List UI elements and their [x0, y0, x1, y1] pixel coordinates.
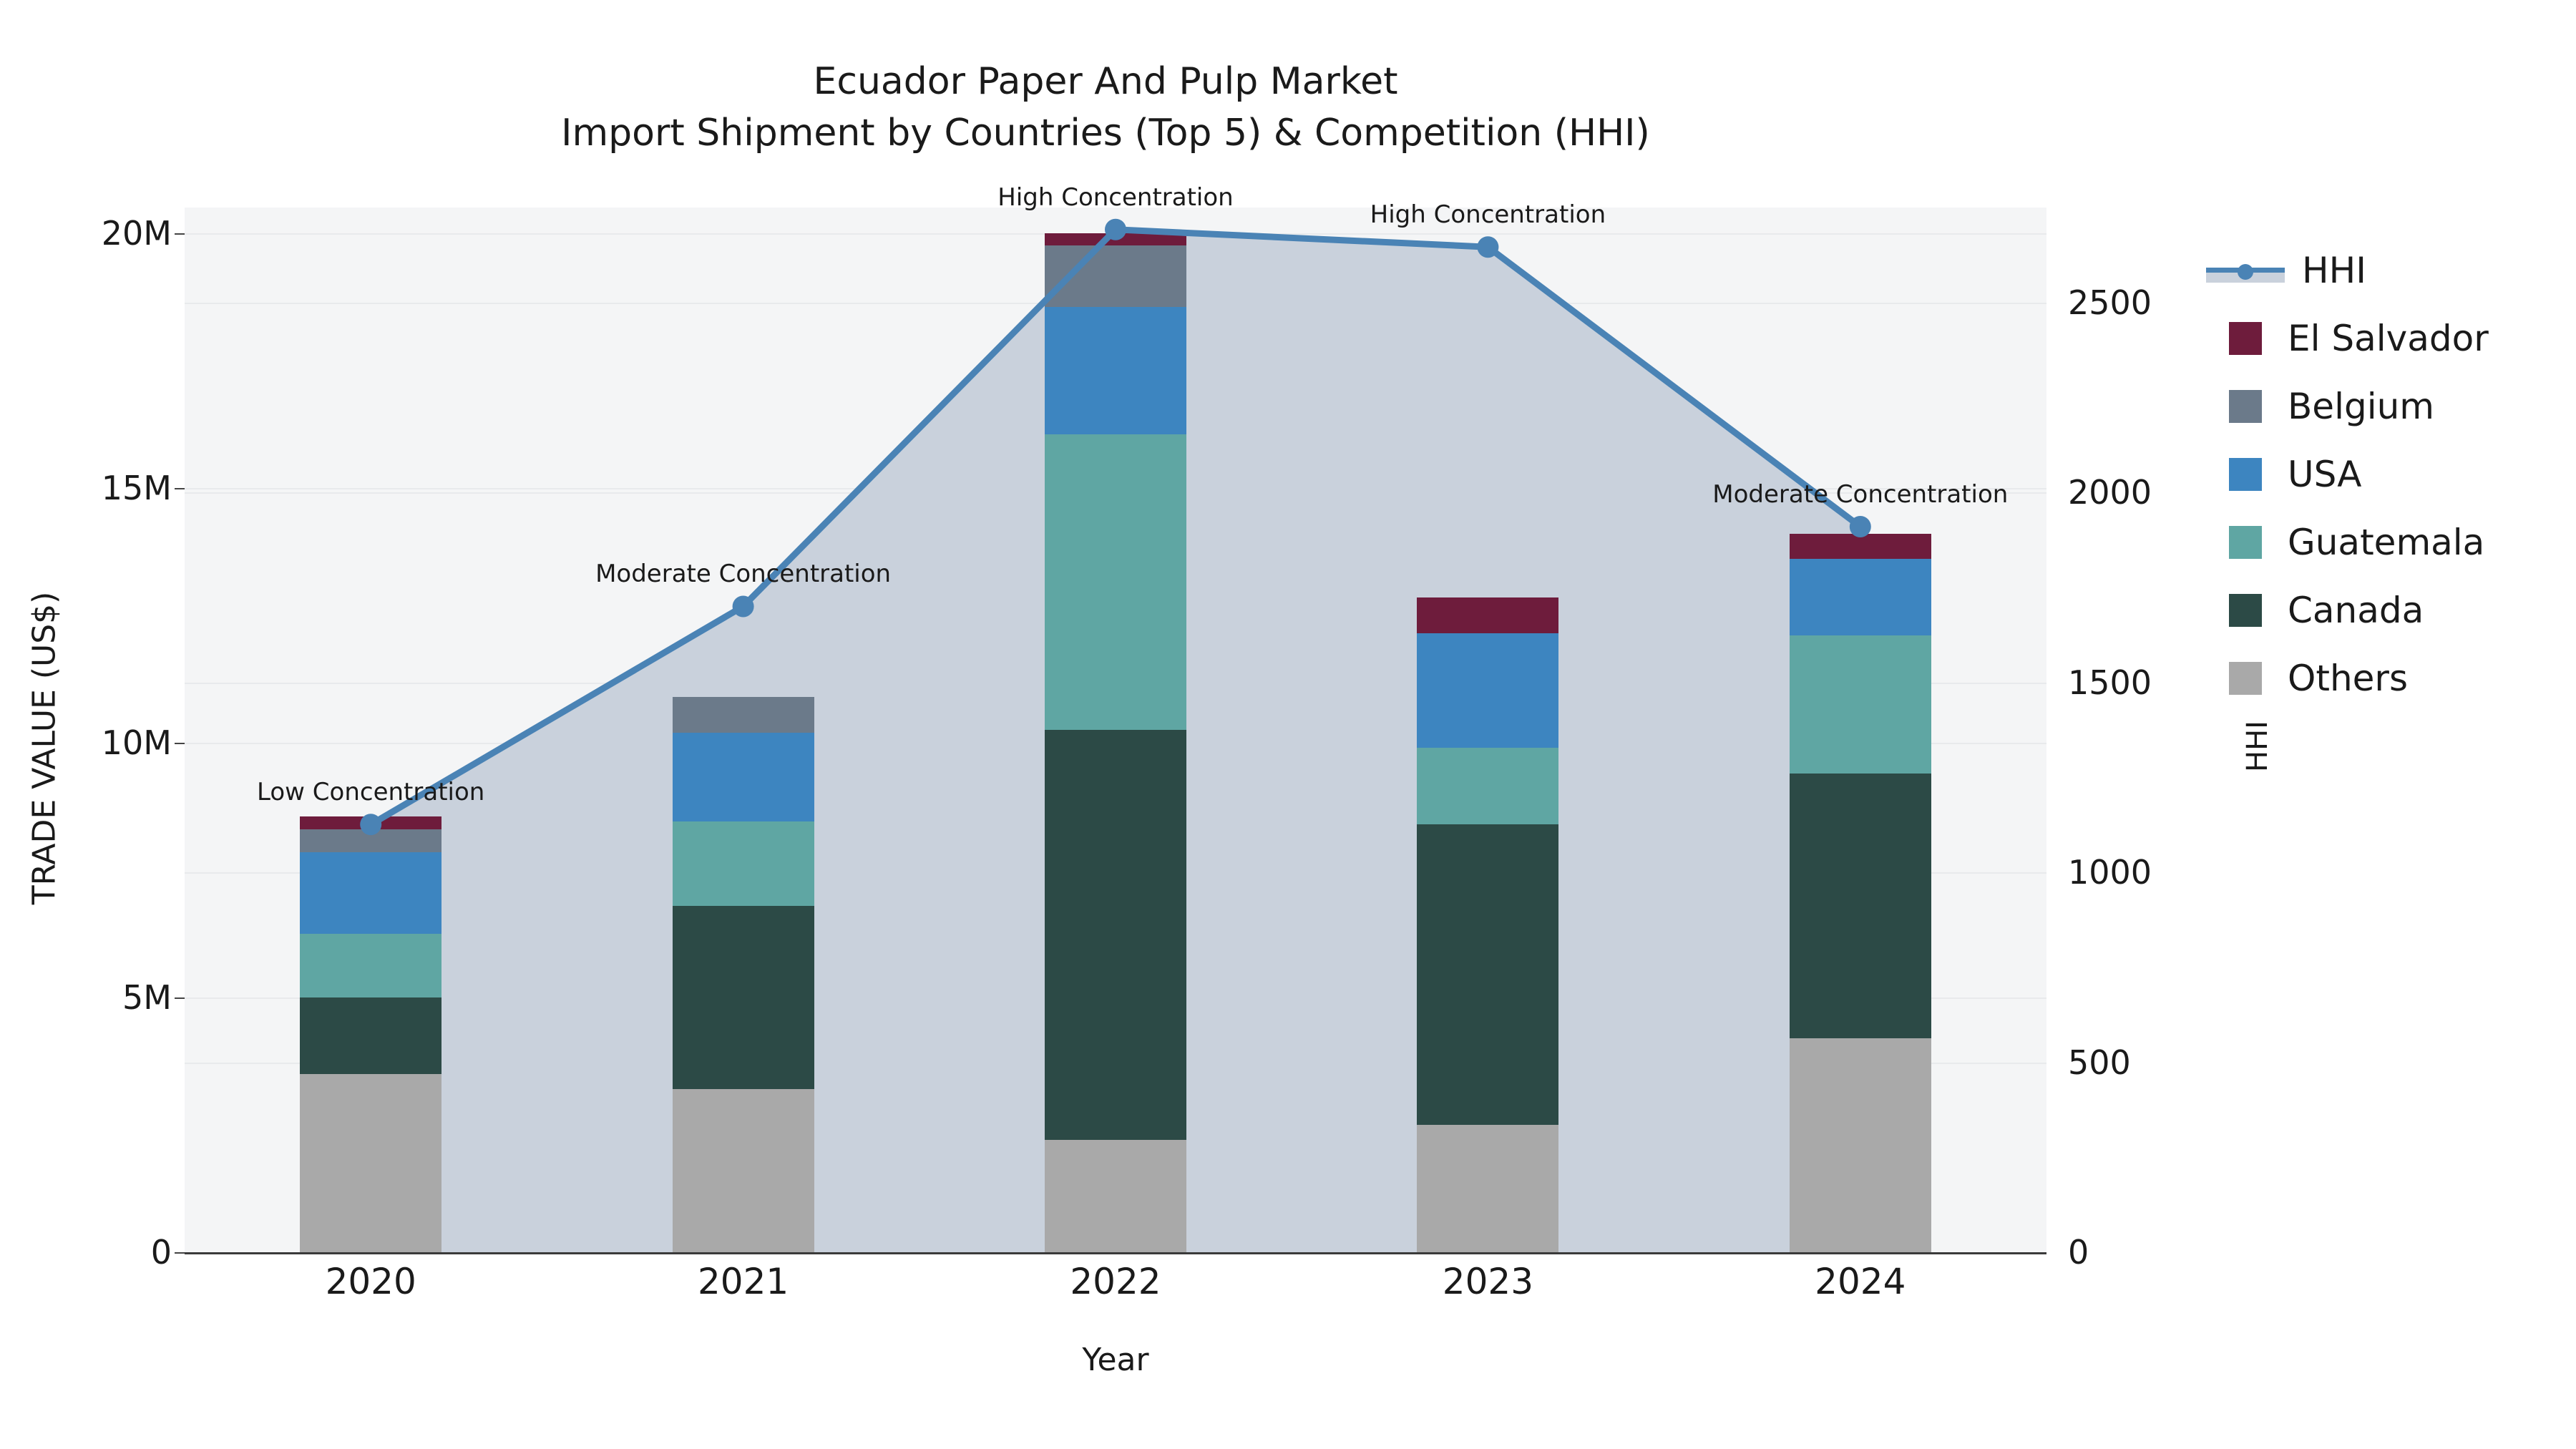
legend-item[interactable]: Guatemala: [2229, 508, 2572, 576]
y-tick-label-right: 2500: [2068, 283, 2152, 322]
chart-title: Ecuador Paper And Pulp Market Import Shi…: [0, 56, 2211, 159]
bar-segment[interactable]: [1417, 597, 1559, 633]
legend-item-label: Canada: [2288, 589, 2424, 631]
y-tick-mark-left: [175, 742, 185, 744]
concentration-annotation: Low Concentration: [257, 778, 485, 807]
hhi-data-point[interactable]: [360, 814, 382, 836]
plot-area: Low Concentration Moderate Concentration H…: [102, 183, 2152, 1302]
bar-stack[interactable]: [1045, 208, 1186, 1252]
legend-item-label: Guatemala: [2288, 521, 2485, 563]
legend-item[interactable]: Others: [2229, 644, 2572, 712]
legend-item-label: HHI: [2302, 249, 2366, 291]
y-axis-left-label: TRADE VALUE (US$): [26, 591, 63, 905]
bar-segment[interactable]: [672, 905, 814, 1090]
concentration-annotation: Moderate Concentration: [595, 560, 892, 589]
x-tick-label: 2024: [1815, 1261, 1906, 1302]
bar-segment[interactable]: [1045, 434, 1186, 730]
legend-item-label: USA: [2288, 453, 2362, 495]
chart-title-line-2: Import Shipment by Countries (Top 5) & C…: [561, 112, 1650, 155]
bar-segment[interactable]: [300, 852, 442, 934]
legend-item-label: Belgium: [2288, 385, 2434, 427]
concentration-annotation: Moderate Concentration: [1712, 479, 2009, 509]
hhi-data-point[interactable]: [1105, 218, 1126, 240]
bar-stack[interactable]: [300, 208, 442, 1252]
x-axis-label: Year: [1082, 1342, 1149, 1378]
bar-segment[interactable]: [672, 732, 814, 822]
bar-segment[interactable]: [1045, 306, 1186, 434]
legend-item[interactable]: USA: [2229, 440, 2572, 508]
concentration-annotation: High Concentration: [1370, 200, 1606, 230]
legend-item[interactable]: Belgium: [2229, 372, 2572, 440]
bar-segment[interactable]: [1417, 747, 1559, 824]
y-tick-label-left: 0: [150, 1233, 172, 1272]
bar-segment[interactable]: [1789, 533, 1931, 560]
x-tick-label: 2022: [1070, 1261, 1161, 1302]
y-tick-label-right: 1000: [2068, 853, 2152, 892]
bar-stack[interactable]: [1789, 208, 1931, 1252]
legend-color-swatch-icon: [2229, 593, 2262, 627]
y-tick-label-left: 10M: [101, 723, 172, 762]
bar-segment[interactable]: [1045, 1140, 1186, 1252]
legend-item-label: El Salvador: [2288, 317, 2489, 359]
bar-segment[interactable]: [1417, 1124, 1559, 1252]
x-tick-label: 2020: [325, 1261, 416, 1302]
bar-segment[interactable]: [1045, 730, 1186, 1141]
bar-segment[interactable]: [672, 1089, 814, 1252]
y-tick-label-right: 1500: [2068, 663, 2152, 702]
y-tick-mark-left: [175, 233, 185, 235]
y-tick-label-left: 5M: [122, 977, 172, 1017]
x-tick-label: 2021: [697, 1261, 789, 1302]
bar-segment[interactable]: [672, 821, 814, 906]
hhi-data-point[interactable]: [732, 595, 754, 618]
bar-segment[interactable]: [1789, 559, 1931, 636]
bar-segment[interactable]: [1417, 633, 1559, 748]
bar-segment[interactable]: [1417, 824, 1559, 1125]
y-tick-mark-left: [175, 487, 185, 489]
chart-legend: HHI El Salvador Belgium USA Guatemala Canada O…: [2206, 236, 2572, 712]
x-axis-line: [185, 1252, 2046, 1254]
legend-item[interactable]: El Salvador: [2229, 304, 2572, 372]
hhi-line-series: [360, 218, 1871, 836]
hhi-data-point[interactable]: [1477, 236, 1499, 258]
y-tick-mark-left: [175, 997, 185, 999]
bar-segment[interactable]: [300, 1073, 442, 1252]
y-tick-label-right: 500: [2068, 1043, 2131, 1082]
legend-color-swatch-icon: [2229, 457, 2262, 491]
chart-title-line-1: Ecuador Paper And Pulp Market: [813, 60, 1398, 103]
legend-color-swatch-icon: [2229, 389, 2262, 423]
legend-color-swatch-icon: [2229, 525, 2262, 559]
bar-segment[interactable]: [1789, 773, 1931, 1038]
legend-item-label: Others: [2288, 657, 2409, 699]
bar-stack[interactable]: [1417, 208, 1559, 1252]
legend-color-swatch-icon: [2229, 321, 2262, 355]
bar-segment[interactable]: [1789, 1038, 1931, 1252]
legend-item[interactable]: Canada: [2229, 576, 2572, 644]
concentration-annotation: High Concentration: [997, 182, 1234, 212]
bar-segment[interactable]: [300, 997, 442, 1074]
x-tick-label: 2023: [1442, 1261, 1534, 1302]
y-tick-mark-left: [175, 1252, 185, 1254]
y-tick-label-right: 0: [2068, 1233, 2089, 1272]
y-tick-label-left: 15M: [101, 468, 172, 507]
y-tick-label-right: 2000: [2068, 473, 2152, 512]
legend-item[interactable]: HHI: [2206, 236, 2572, 304]
legend-line-marker-icon: [2206, 254, 2285, 287]
bar-stack[interactable]: [672, 208, 814, 1252]
y-tick-label-left: 20M: [101, 213, 172, 253]
hhi-data-point[interactable]: [1849, 515, 1871, 537]
hhi-line: [367, 226, 1864, 828]
bar-segment[interactable]: [672, 696, 814, 733]
bar-segment[interactable]: [300, 933, 442, 997]
legend-color-swatch-icon: [2229, 661, 2262, 695]
bar-segment[interactable]: [1789, 635, 1931, 774]
